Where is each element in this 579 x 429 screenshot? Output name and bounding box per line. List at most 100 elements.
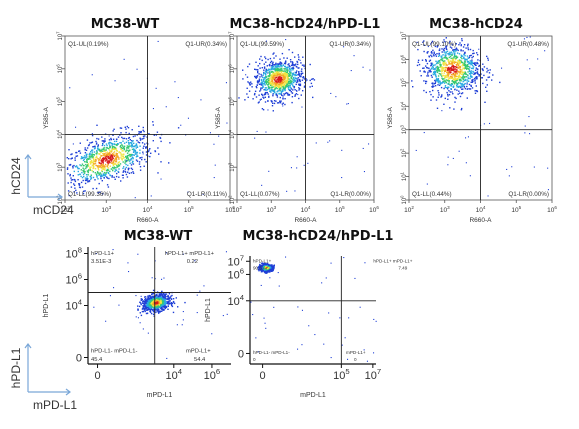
data-point <box>455 81 457 83</box>
y-axis-label: Y585-A <box>215 106 222 128</box>
data-point <box>162 302 164 305</box>
data-point <box>375 320 377 322</box>
data-point <box>464 82 466 85</box>
data-point <box>158 296 160 298</box>
data-point <box>118 158 120 160</box>
data-point <box>262 94 264 96</box>
tick-label: 103 <box>227 162 236 172</box>
data-point <box>105 170 108 172</box>
data-point <box>298 72 300 74</box>
data-point <box>246 76 249 78</box>
data-point <box>465 137 467 139</box>
data-point <box>96 175 98 177</box>
data-point <box>260 82 262 84</box>
data-point <box>454 61 457 63</box>
data-point <box>265 270 267 272</box>
data-point <box>86 166 88 168</box>
data-point <box>461 38 463 40</box>
data-point <box>457 49 459 52</box>
data-point <box>136 154 138 156</box>
data-point <box>437 75 440 77</box>
data-point <box>147 302 150 304</box>
data-point <box>102 173 105 175</box>
data-point <box>489 122 491 124</box>
data-point <box>79 164 81 166</box>
data-point <box>315 142 317 144</box>
data-point <box>280 69 282 71</box>
data-point <box>149 311 152 313</box>
data-point <box>263 72 265 75</box>
data-point <box>139 169 142 171</box>
data-point <box>469 62 471 65</box>
data-point <box>464 71 466 73</box>
data-point <box>226 122 228 124</box>
data-point <box>487 57 489 59</box>
data-point <box>288 88 291 91</box>
data-point <box>466 97 468 99</box>
data-point <box>102 140 105 142</box>
data-point <box>290 77 292 80</box>
data-point <box>95 187 98 190</box>
data-point <box>458 86 460 88</box>
data-point <box>290 83 292 85</box>
data-point <box>269 83 271 85</box>
data-point <box>285 78 287 80</box>
tick-label: 101 <box>399 171 408 181</box>
data-point <box>272 68 274 70</box>
data-point <box>255 75 257 78</box>
data-point <box>272 266 274 269</box>
data-point <box>448 80 450 82</box>
data-point <box>461 69 463 71</box>
data-point <box>451 68 453 70</box>
data-point <box>164 299 166 301</box>
data-point <box>135 295 137 297</box>
data-point <box>282 73 284 75</box>
data-point <box>126 125 128 128</box>
data-point <box>107 167 110 169</box>
data-point <box>132 172 135 174</box>
data-point <box>452 59 454 62</box>
data-point <box>143 302 146 304</box>
data-point <box>144 298 146 301</box>
data-point <box>87 171 89 174</box>
data-point <box>267 269 269 271</box>
data-point <box>282 84 285 87</box>
data-point <box>277 73 280 76</box>
data-point <box>139 157 141 159</box>
data-point <box>71 157 73 159</box>
data-point <box>278 80 280 82</box>
data-point <box>162 305 165 307</box>
data-point <box>417 59 420 61</box>
data-point <box>455 63 458 66</box>
data-point <box>486 71 488 73</box>
data-point <box>90 149 93 151</box>
data-point <box>462 50 464 52</box>
data-point <box>451 63 453 65</box>
data-point <box>125 138 128 140</box>
data-point <box>84 149 86 151</box>
data-point <box>113 148 115 151</box>
data-point <box>453 81 455 84</box>
data-point <box>275 72 278 74</box>
data-point <box>440 58 443 61</box>
data-point <box>75 189 77 192</box>
data-point <box>100 175 102 177</box>
data-point <box>96 174 98 176</box>
data-point <box>271 62 274 65</box>
tick-label: 102 <box>404 205 414 214</box>
data-point <box>265 131 267 133</box>
tick-label: 0 <box>76 353 82 365</box>
data-point <box>140 298 142 300</box>
data-point <box>438 84 441 86</box>
data-point <box>440 65 442 67</box>
data-point <box>268 71 271 73</box>
data-point <box>132 154 134 156</box>
data-point <box>162 296 164 299</box>
data-point <box>99 149 101 152</box>
data-point <box>86 179 88 181</box>
data-point <box>78 150 80 152</box>
data-point <box>257 70 259 73</box>
data-point <box>274 87 277 89</box>
data-point <box>295 77 297 80</box>
data-point <box>475 85 477 87</box>
